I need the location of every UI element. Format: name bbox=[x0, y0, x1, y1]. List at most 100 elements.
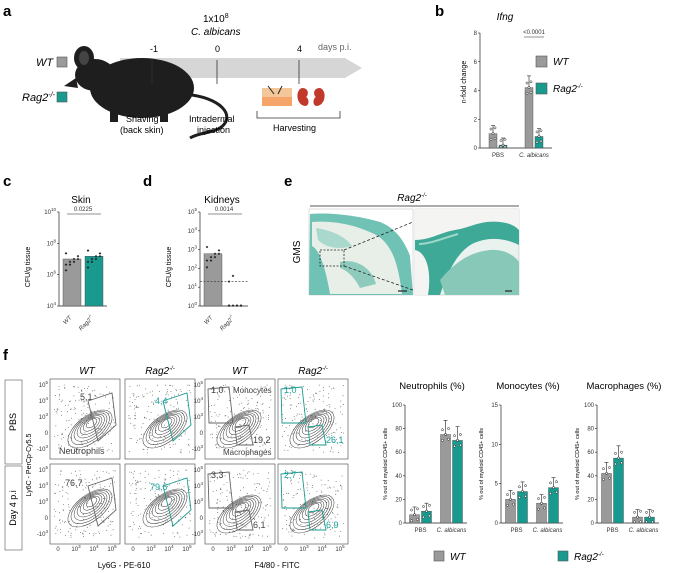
chart-f3-xtick: C. albicans bbox=[629, 528, 659, 534]
chart-d-dot bbox=[235, 304, 239, 307]
chart-f1-dot bbox=[428, 503, 431, 507]
chart-b-dot bbox=[493, 136, 497, 140]
chart-f2-ytick: 15 bbox=[491, 403, 498, 409]
chart-f1-title: Neutrophils (%) bbox=[399, 381, 464, 392]
flow-ytick: 0 bbox=[200, 516, 204, 522]
flow-xtick: 105 bbox=[335, 544, 345, 553]
chart-f2-dot bbox=[518, 485, 521, 489]
chart-b-dot bbox=[529, 90, 533, 94]
chart-b-xtick: PBS bbox=[492, 153, 504, 159]
chart-f3-ytick: 0 bbox=[591, 521, 595, 527]
chart-c-pvalue: 0.0225 bbox=[74, 207, 93, 213]
chart-f1-dot bbox=[447, 437, 450, 441]
flow-xtick: 104 bbox=[89, 544, 99, 553]
legend-a-rag2-label: Rag2-/- bbox=[22, 92, 56, 104]
chart-f2-xtick: PBS bbox=[510, 528, 522, 534]
chart-c-dot bbox=[76, 257, 80, 261]
flow-xtick: 0 bbox=[284, 547, 288, 553]
flow-plot-3: 76,7 105 104 103 0 -103 0 103 104 105 bbox=[37, 463, 121, 553]
chart-b-ylabel: n-fold change bbox=[461, 61, 468, 104]
chart-f3-dot bbox=[620, 450, 623, 454]
chart-f2-dot bbox=[512, 502, 515, 506]
chart-f3-dot bbox=[617, 456, 620, 460]
flow-xtick: 103 bbox=[299, 544, 309, 553]
chart-f1-ytick: 80 bbox=[395, 427, 402, 433]
chart-f3-dot bbox=[602, 477, 605, 481]
chart-c-ytick: 1010 bbox=[44, 207, 56, 216]
chart-f1-dot bbox=[425, 509, 428, 513]
chart-f2-dot bbox=[518, 496, 521, 499]
flow-xtick: 103 bbox=[146, 544, 156, 553]
chart-b-plot: 0 2 4 6 8 PBS C. albicans <0.0001 bbox=[474, 30, 552, 159]
chart-f1-ytick: 100 bbox=[392, 403, 403, 409]
chart-f3-ytick: 80 bbox=[587, 427, 594, 433]
chart-b-dot bbox=[493, 126, 497, 130]
chart-b-dot bbox=[539, 139, 543, 143]
chart-c-dot bbox=[98, 254, 102, 258]
chart-f3-dot bbox=[639, 509, 642, 513]
chart-d-dot bbox=[205, 266, 209, 269]
flow-xtick: 105 bbox=[182, 544, 192, 553]
flow-plot-frame bbox=[49, 463, 121, 545]
step-injection-detail: injection bbox=[197, 125, 230, 135]
legend-f-rag2-label: Rag2-/- bbox=[574, 552, 604, 563]
chart-c-dot bbox=[64, 263, 68, 266]
kidney-icon bbox=[297, 88, 325, 106]
chart-f3-dot bbox=[636, 515, 639, 519]
chart-b-ytick: 6 bbox=[474, 60, 478, 66]
flow-ytick: -103 bbox=[192, 444, 204, 453]
chart-d-dot bbox=[217, 252, 221, 256]
chart-f3-dot bbox=[608, 466, 611, 469]
chart-c-dot bbox=[98, 252, 102, 255]
flow-ytick: -103 bbox=[37, 529, 49, 538]
flow-xtick: 0 bbox=[131, 547, 135, 553]
flow-xtick: 103 bbox=[71, 544, 81, 553]
chart-f2-ylabel: % out of myeloid CD45+ cells bbox=[479, 428, 485, 500]
chart-f1-dot bbox=[456, 439, 459, 442]
chart-b-ytick: 8 bbox=[474, 31, 478, 37]
chart-f2-ytick: 5 bbox=[495, 482, 499, 488]
chart-c-xtick: Rag2-/- bbox=[76, 313, 96, 333]
chart-f3-ytick: 60 bbox=[587, 450, 594, 456]
flow-ytick: 103 bbox=[194, 412, 204, 421]
chart-d-dot bbox=[205, 245, 209, 249]
panel-d-label: d bbox=[143, 173, 152, 190]
chart-f1-ytick: 0 bbox=[399, 521, 403, 527]
chart-b-bar bbox=[524, 87, 534, 149]
chart-c-dot bbox=[90, 260, 94, 264]
chart-f3-dot bbox=[614, 462, 617, 466]
chart-f3-dot bbox=[608, 476, 611, 480]
flow-ytick: 103 bbox=[39, 412, 49, 421]
chart-f2-ytick: 0 bbox=[495, 521, 499, 527]
chart-f3-ylabel: % out of myeloid CD45+ cells bbox=[575, 428, 581, 500]
gate-neutrophils bbox=[87, 477, 117, 527]
flow-ytick: -103 bbox=[192, 529, 204, 538]
chart-d-ytick: 100 bbox=[188, 301, 198, 310]
chart-f3-dot bbox=[605, 472, 608, 475]
chart-c-dot bbox=[72, 257, 76, 261]
panel-e-title: Rag2-/- bbox=[397, 193, 427, 204]
chart-b-dot bbox=[501, 143, 505, 147]
gate-neutrophils-value: 5,1 bbox=[80, 392, 93, 402]
flow-plot-2: 4,4 bbox=[124, 378, 196, 460]
chart-f1-dot bbox=[459, 433, 462, 436]
chart-d-ytick: 105 bbox=[188, 207, 198, 216]
chart-c-bar bbox=[62, 258, 82, 307]
legend-b-wt-label: WT bbox=[553, 57, 569, 68]
chart-b-dot bbox=[535, 140, 539, 144]
tick-4: 4 bbox=[297, 44, 302, 54]
chart-c-dot bbox=[64, 252, 68, 255]
chart-f1-dot bbox=[416, 518, 419, 521]
chart-d-xtick: Rag2-/- bbox=[217, 313, 237, 333]
chart-f1-dot bbox=[422, 505, 425, 508]
flow-ytick: -103 bbox=[37, 444, 49, 453]
chart-f1-bar bbox=[452, 440, 463, 524]
chart-c-dot bbox=[86, 260, 90, 264]
chart-f1-dot bbox=[453, 434, 456, 438]
panel-f-label: f bbox=[3, 347, 9, 364]
gate-macrophages-name: Macrophages bbox=[223, 448, 271, 457]
chart-b-ytick: 4 bbox=[474, 89, 478, 95]
gate-monocytes bbox=[207, 386, 234, 424]
flow-row-day4: Day 4 p.i bbox=[8, 490, 18, 526]
flow-plots: 5,1 Neutrophils 105 104 103 0 -103 4,4 76,7 105 10… bbox=[37, 378, 349, 553]
